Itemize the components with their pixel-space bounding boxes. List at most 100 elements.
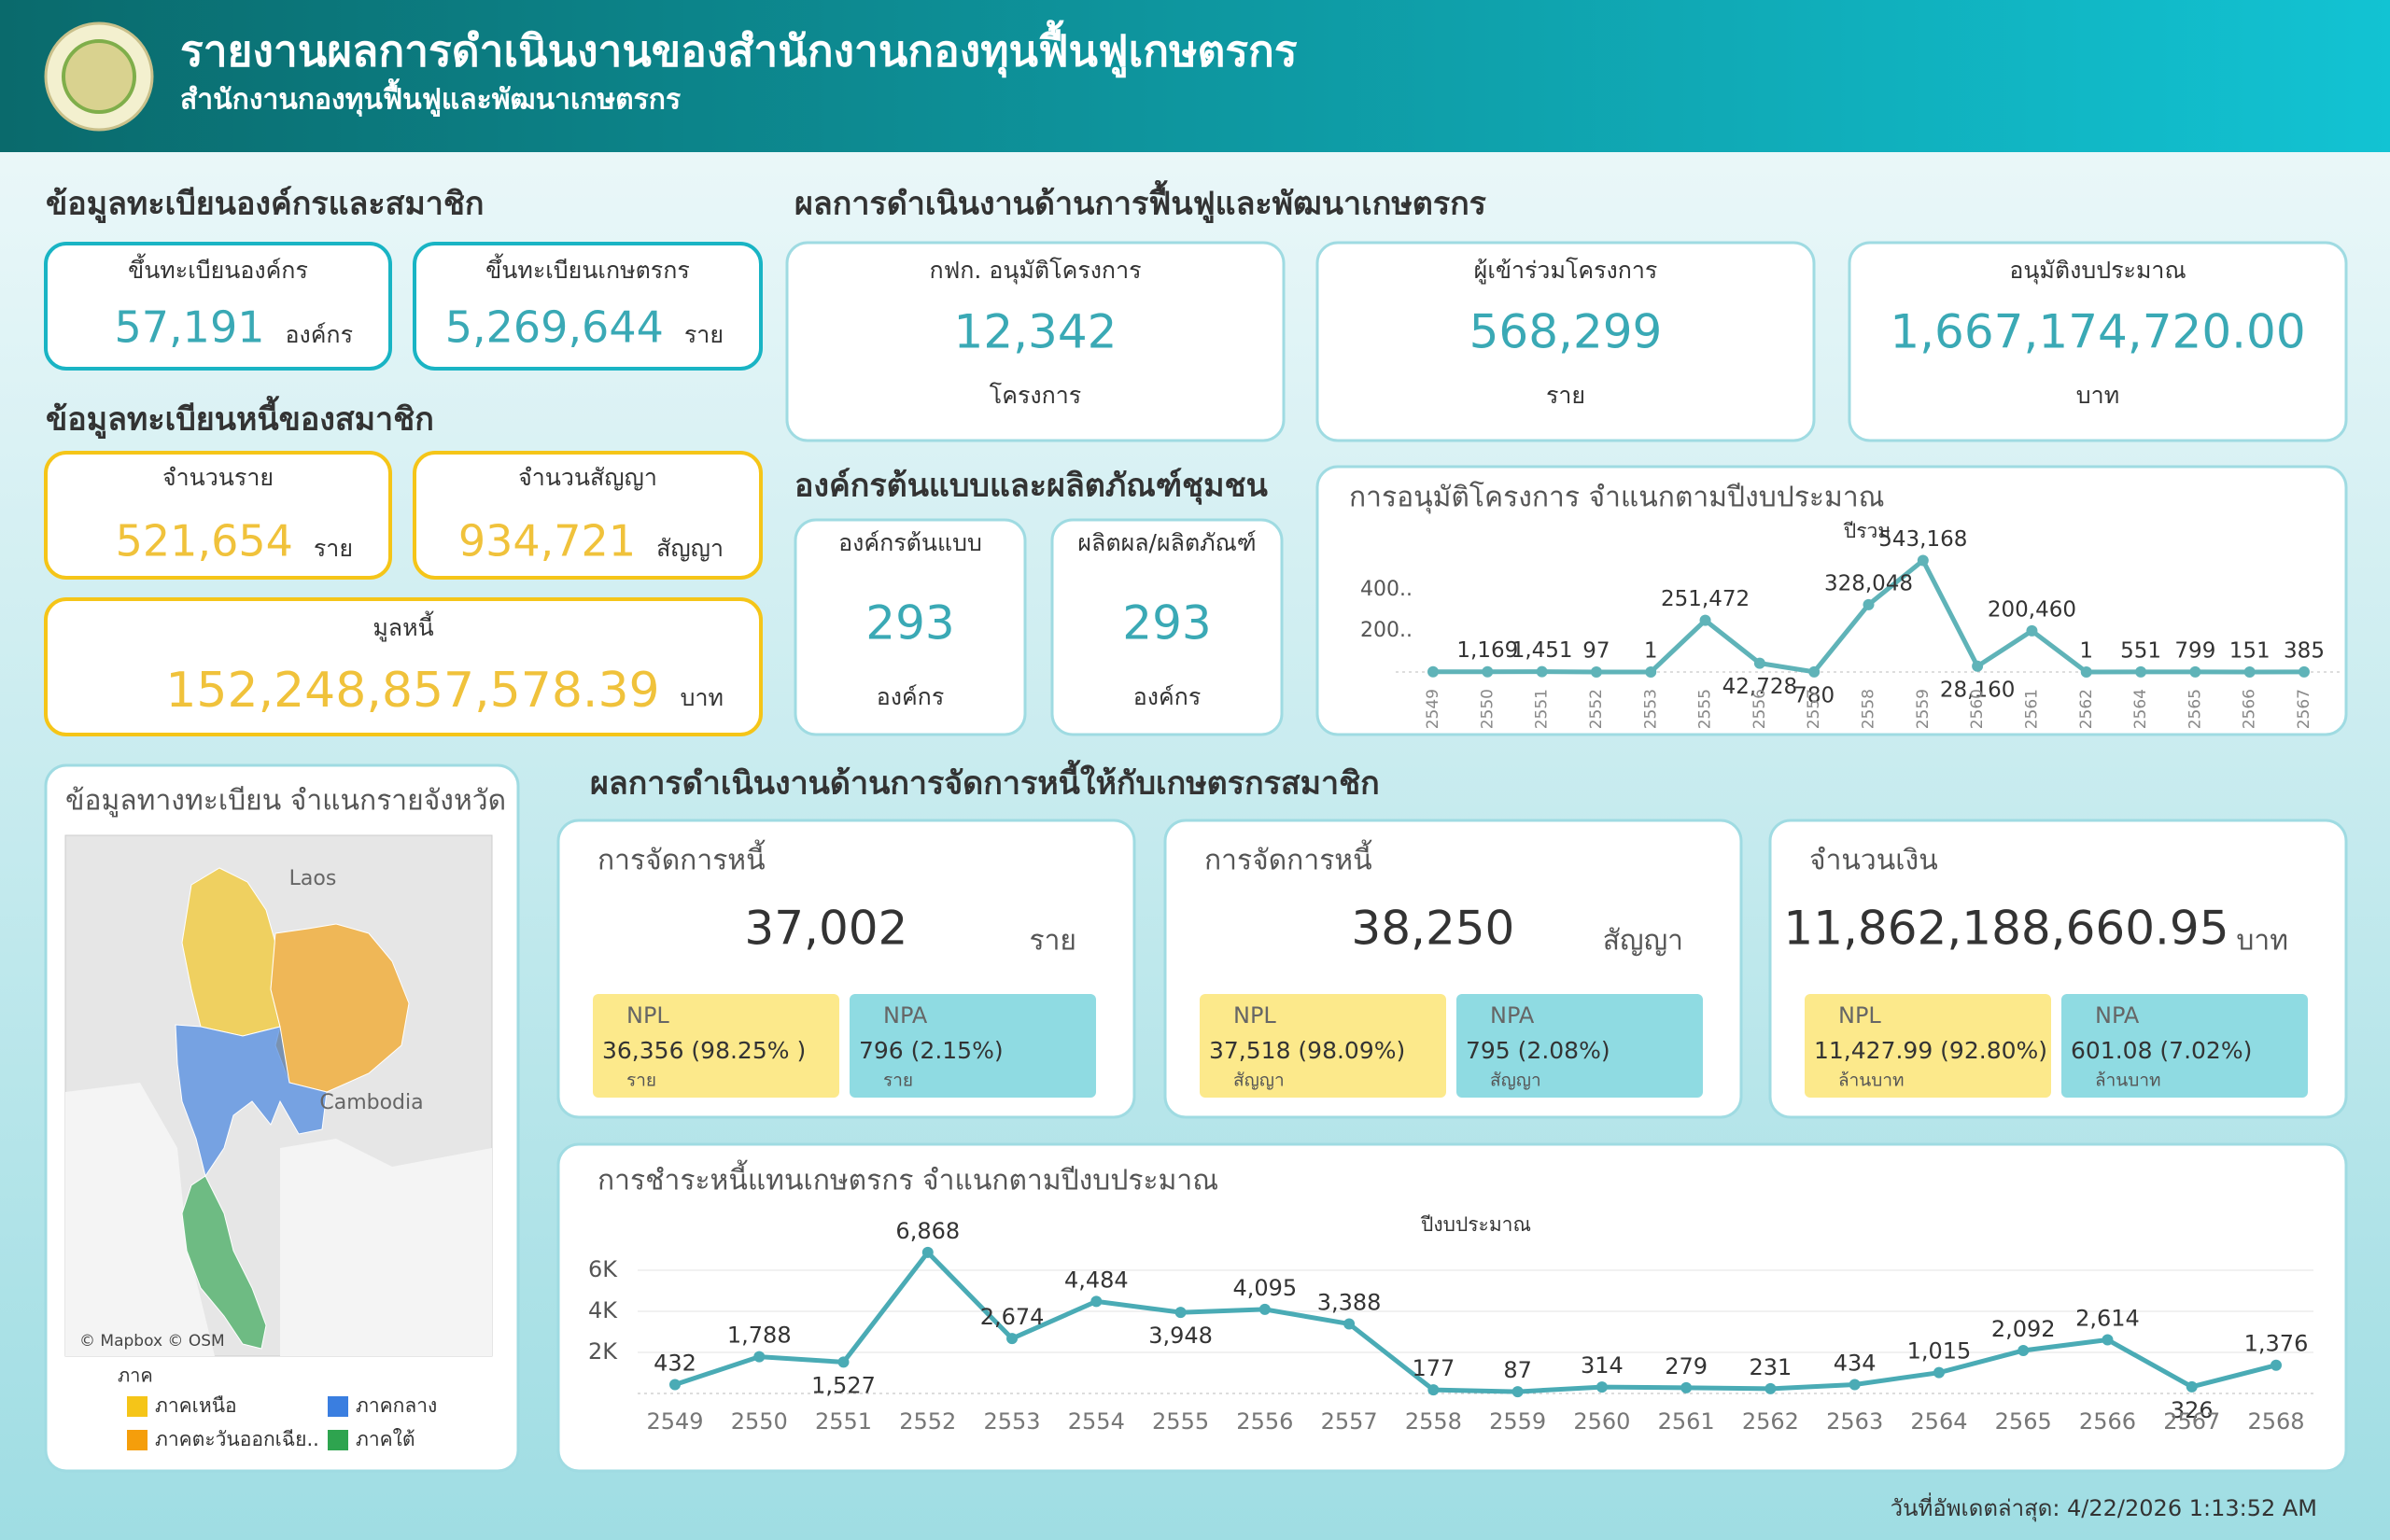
card-label: การจัดการหนี้ — [1204, 840, 1372, 877]
region — [181, 1175, 267, 1350]
point — [1764, 1382, 1777, 1394]
x-tick-label: 2557 — [1805, 689, 1823, 729]
point — [1482, 665, 1494, 678]
card-value: 293 — [865, 596, 954, 651]
npl-unit: สัญญา — [1233, 1071, 1285, 1091]
sea — [65, 1083, 215, 1356]
sea — [280, 1139, 492, 1356]
x-tick-label: 2560 — [1573, 1408, 1630, 1435]
card-unit: บาท — [681, 684, 724, 711]
point — [837, 1356, 850, 1368]
point — [1849, 1379, 1861, 1391]
data-label: 780 — [1793, 683, 1835, 707]
y-tick-label: 200.. — [1360, 619, 1413, 642]
point — [2017, 1344, 2030, 1356]
card-unit: องค์กร — [285, 321, 353, 348]
npl-value: 11,427.99 (92.80%) — [1814, 1037, 2047, 1064]
y-tick-label: 400.. — [1360, 578, 1413, 601]
data-label: 432 — [654, 1350, 696, 1376]
legend-swatch — [127, 1396, 148, 1417]
x-tick-label: 2563 — [1826, 1408, 1883, 1435]
npa-value: 601.08 (7.02%) — [2071, 1037, 2252, 1064]
data-label: 434 — [1834, 1350, 1877, 1376]
y-tick-label: 6K — [588, 1256, 618, 1282]
card — [1848, 241, 2348, 442]
axis-title: ปีรวม — [1843, 520, 1891, 542]
section-title: ผลการดำเนินงานด้านการฟื้นฟูและพัฒนาเกษตร… — [794, 180, 1487, 224]
data-label: 2,674 — [980, 1304, 1045, 1330]
card-unit: องค์กร — [1133, 683, 1202, 710]
point — [1343, 1318, 1356, 1330]
card-value: 293 — [1122, 596, 1211, 651]
card-unit: โครงการ — [990, 382, 1081, 409]
card — [794, 518, 1027, 736]
legend-label: ภาคตะวันออกเฉีย.. — [155, 1428, 319, 1450]
npl-box — [1805, 994, 2051, 1098]
x-tick-label: 2559 — [1914, 689, 1933, 729]
point — [1863, 598, 1875, 610]
data-label: 177 — [1412, 1355, 1455, 1381]
data-label: 3,388 — [1317, 1289, 1382, 1315]
npa-box — [850, 994, 1096, 1098]
map-label: Cambodia — [319, 1091, 423, 1114]
x-tick-label: 2565 — [1995, 1408, 2052, 1435]
data-label: 314 — [1581, 1352, 1624, 1379]
x-tick-label: 2564 — [2131, 689, 2150, 729]
card-label: องค์กรต้นแบบ — [838, 529, 982, 556]
section-title: ผลการดำเนินงานด้านการจัดการหนี้ให้กับเกษ… — [590, 760, 1380, 803]
header-bar — [0, 0, 2390, 152]
map-title: ข้อมูลทางทะเบียน จำแนกรายจังหวัด — [65, 785, 506, 818]
point — [1933, 1366, 1945, 1379]
data-label: 28,160 — [1940, 678, 2015, 702]
section-title: ข้อมูลทะเบียนองค์กรและสมาชิก — [46, 186, 485, 224]
card-unit: ราย — [684, 321, 724, 348]
y-tick-label: 4K — [588, 1297, 618, 1323]
x-tick-label: 2549 — [646, 1408, 703, 1435]
x-tick-label: 2562 — [2077, 689, 2096, 729]
data-label: 551 — [2120, 638, 2161, 663]
card-unit: องค์กร — [877, 683, 945, 710]
card-label: ขึ้นทะเบียนองค์กร — [128, 253, 308, 284]
card-label: ผลิตผล/ผลิตภัณฑ์ — [1077, 529, 1256, 556]
card-unit: สัญญา — [656, 535, 724, 562]
point — [921, 1246, 934, 1258]
npa-value: 795 (2.08%) — [1466, 1037, 1610, 1064]
x-tick-label: 2560 — [1968, 689, 1987, 729]
npa-unit: สัญญา — [1490, 1071, 1541, 1091]
data-label: 6,868 — [895, 1218, 960, 1244]
card-label: จำนวนสัญญา — [518, 464, 657, 491]
x-tick-label: 2559 — [1489, 1408, 1546, 1435]
card-value: 57,191 — [115, 302, 265, 353]
card-value: 568,299 — [1469, 305, 1663, 359]
legend-label: ภาคใต้ — [356, 1428, 415, 1450]
x-tick-label: 2552 — [1587, 689, 1606, 729]
card — [1050, 518, 1284, 736]
card-unit: ราย — [1546, 382, 1585, 409]
point — [1699, 614, 1711, 626]
x-tick-label: 2562 — [1742, 1408, 1799, 1435]
x-tick-label: 2549 — [1424, 689, 1442, 729]
card — [1315, 241, 1816, 442]
x-tick-label: 2551 — [1533, 689, 1552, 729]
npl-label: NPL — [1838, 1002, 1881, 1029]
legend-swatch — [328, 1430, 348, 1450]
x-tick-label: 2566 — [2079, 1408, 2136, 1435]
card — [785, 241, 1286, 442]
x-tick-label: 2557 — [1321, 1408, 1378, 1435]
card — [44, 451, 392, 580]
card-value: 11,862,188,660.95 — [1783, 902, 2228, 956]
x-tick-label: 2553 — [984, 1408, 1041, 1435]
data-label: 328,048 — [1824, 571, 1913, 595]
x-tick-label: 2564 — [1910, 1408, 1967, 1435]
point — [2299, 665, 2310, 678]
point — [2080, 665, 2092, 678]
data-label: 4,095 — [1232, 1275, 1297, 1301]
data-label: 251,472 — [1661, 587, 1750, 611]
npl-value: 36,356 (98.25% ) — [602, 1037, 806, 1064]
axis-title: ปีงบประมาณ — [1420, 1213, 1531, 1236]
npl-label: NPL — [626, 1002, 669, 1029]
x-tick-label: 2565 — [2186, 689, 2204, 729]
legend-label: ภาคกลาง — [356, 1394, 437, 1417]
